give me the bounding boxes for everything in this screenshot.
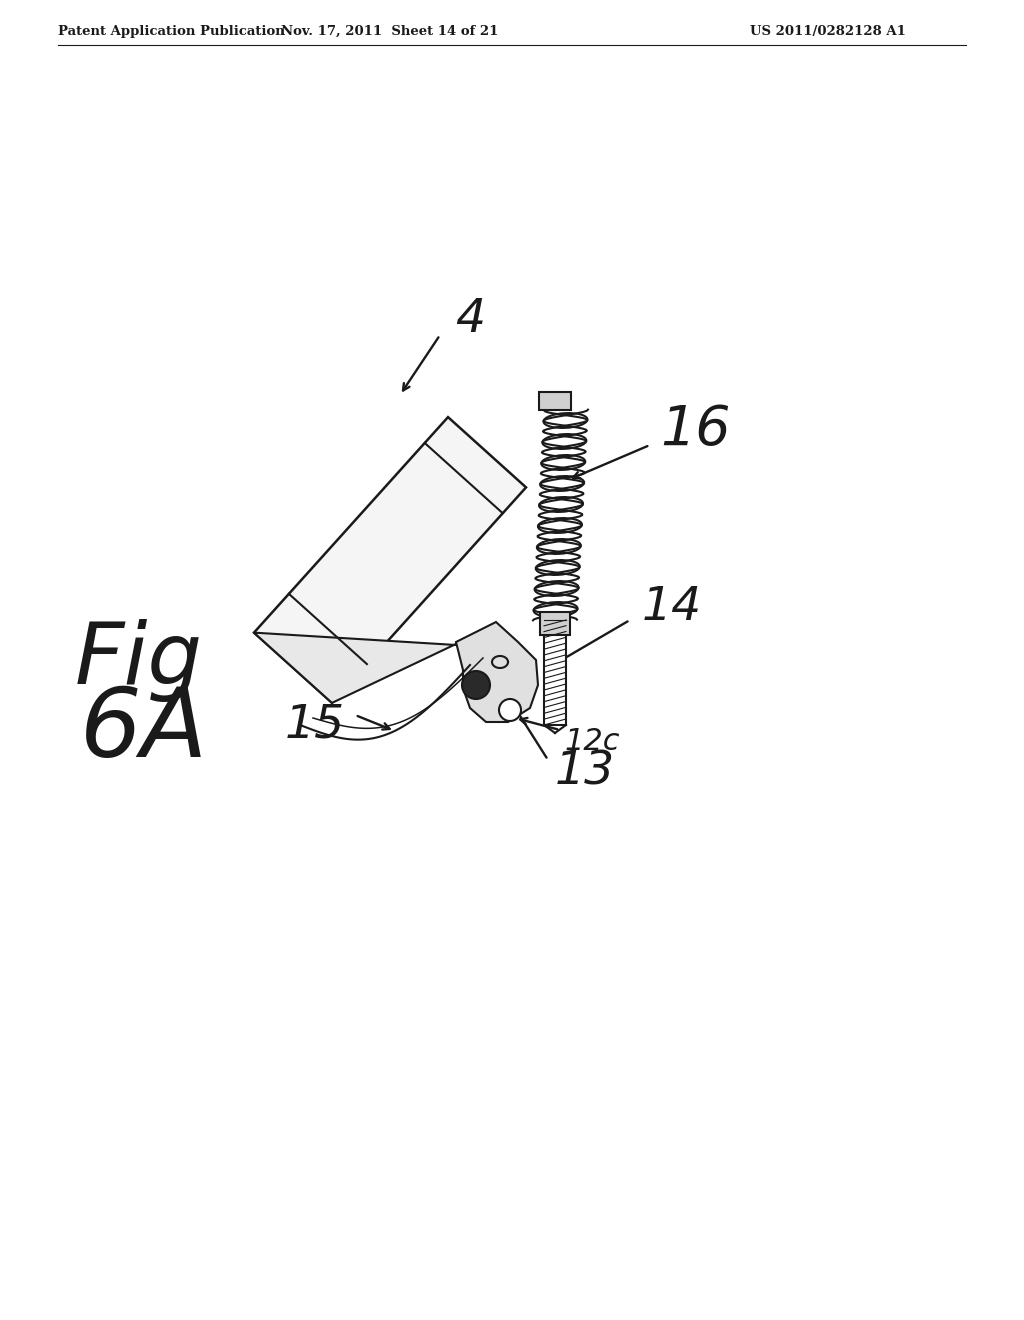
Text: Nov. 17, 2011  Sheet 14 of 21: Nov. 17, 2011 Sheet 14 of 21	[282, 25, 499, 38]
Circle shape	[499, 700, 521, 721]
Polygon shape	[539, 392, 571, 411]
Text: 16: 16	[660, 404, 730, 457]
Text: Patent Application Publication: Patent Application Publication	[58, 25, 285, 38]
Text: 6A: 6A	[80, 684, 208, 776]
Text: 4: 4	[455, 297, 485, 342]
Polygon shape	[456, 622, 538, 722]
Text: 15: 15	[285, 702, 345, 747]
Circle shape	[462, 671, 490, 700]
Text: Fig: Fig	[75, 619, 203, 701]
Text: 12c: 12c	[565, 727, 621, 756]
Polygon shape	[254, 417, 526, 702]
Text: US 2011/0282128 A1: US 2011/0282128 A1	[750, 25, 906, 38]
Polygon shape	[540, 612, 570, 635]
Text: 13: 13	[555, 750, 615, 795]
Polygon shape	[544, 620, 566, 725]
Polygon shape	[254, 624, 496, 702]
Text: 14: 14	[642, 586, 702, 631]
